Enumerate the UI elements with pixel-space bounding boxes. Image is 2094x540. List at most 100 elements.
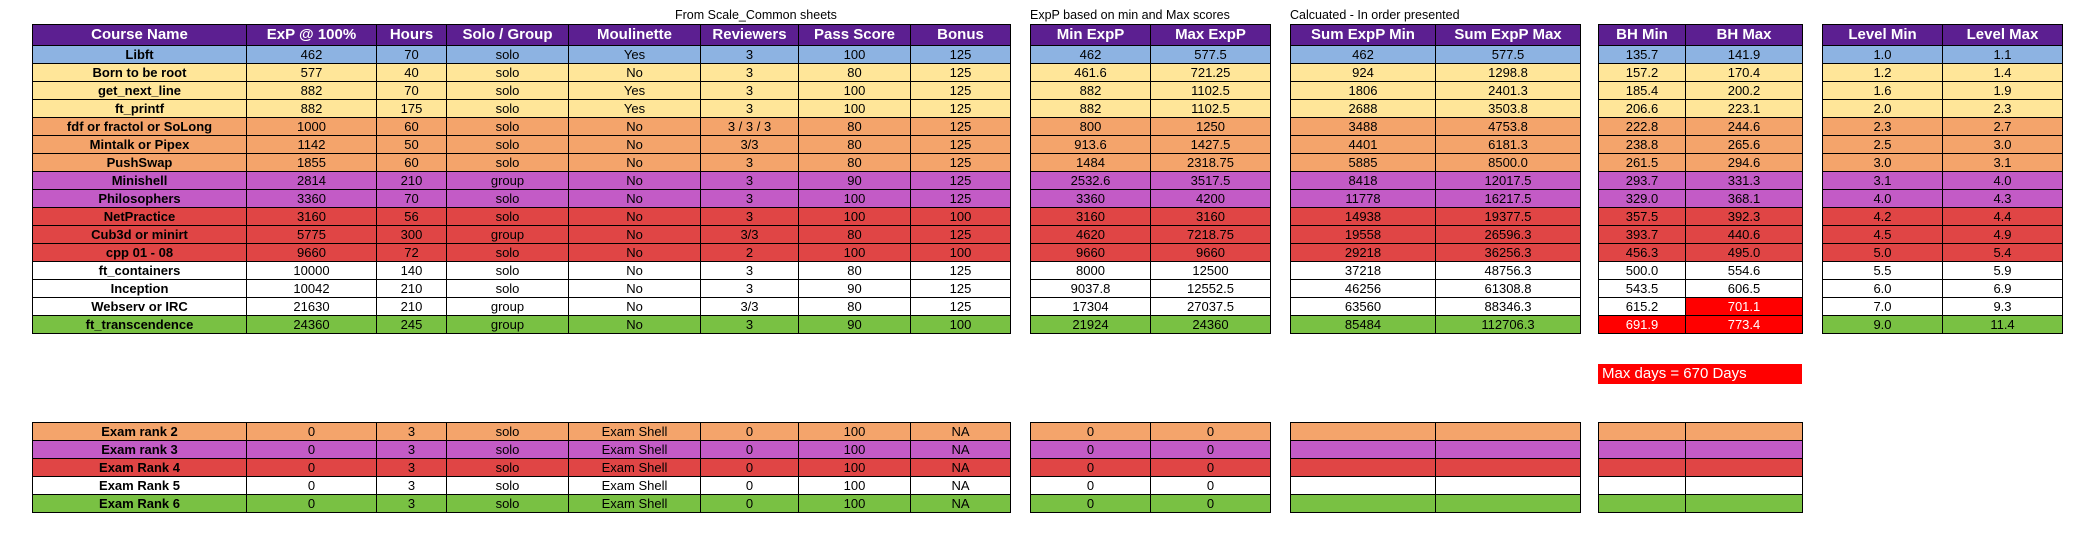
caption-from-scale: From Scale_Common sheets (675, 8, 837, 22)
table-cell: 0 (246, 458, 377, 477)
table-cell: 6.0 (1822, 279, 1943, 298)
table-cell (1435, 440, 1581, 459)
table-cell: 1427.5 (1150, 135, 1271, 154)
table-cell: 554.6 (1685, 261, 1803, 280)
table-cell: NA (910, 440, 1011, 459)
table-cell (1598, 476, 1686, 495)
table-cell: 1.1 (1942, 45, 2063, 64)
table-cell: 1855 (246, 153, 377, 172)
course-name-cell: NetPractice (32, 207, 247, 226)
table-cell: 8000 (1030, 261, 1151, 280)
table-cell: 3 (700, 261, 799, 280)
table-cell: 4.4 (1942, 207, 2063, 226)
caption-exp-based: ExpP based on min and Max scores (1030, 8, 1230, 22)
table-cell: 125 (910, 225, 1011, 244)
table-cell: solo (446, 63, 569, 82)
table-cell: Yes (568, 81, 701, 100)
table-cell (1598, 494, 1686, 513)
table-cell: 495.0 (1685, 243, 1803, 262)
table-cell (1435, 476, 1581, 495)
table-cell: 1102.5 (1150, 99, 1271, 118)
table-cell: 125 (910, 261, 1011, 280)
table-row (1598, 458, 1803, 477)
table-cell: Exam Shell (568, 458, 701, 477)
table-row: 2532.6 3517.5 (1030, 171, 1271, 190)
table-cell: 88346.3 (1435, 297, 1581, 316)
table-cell (1290, 440, 1436, 459)
table-cell: solo (446, 153, 569, 172)
table-cell: 100 (910, 315, 1011, 334)
column-header: Level Max (1942, 24, 2063, 46)
table-cell: 80 (798, 261, 911, 280)
table-cell (1598, 458, 1686, 477)
table-cell: 200.2 (1685, 81, 1803, 100)
table-cell: Exam Shell (568, 440, 701, 459)
table-cell: 0 (700, 494, 799, 513)
table-cell: Exam Shell (568, 476, 701, 495)
table-cell: 3/3 (700, 135, 799, 154)
table-cell: solo (446, 81, 569, 100)
table-cell: solo (446, 458, 569, 477)
table-cell: 2.5 (1822, 135, 1943, 154)
table-cell: 3 (700, 171, 799, 190)
table-cell: 462 (1290, 45, 1436, 64)
table-cell: group (446, 297, 569, 316)
table-cell: 3.0 (1942, 135, 2063, 154)
table-row: 157.2 170.4 (1598, 63, 1803, 82)
table-row: 329.0 368.1 (1598, 189, 1803, 208)
table-cell: 462 (246, 45, 377, 64)
table-row: Exam Rank 4 0 3 solo Exam Shell 0 100 NA (32, 458, 1011, 477)
bh-table: BH Min BH Max 135.7 141.9 157.2 170.4 185.4 200… (1598, 24, 1803, 334)
table-row: PushSwap 1855 60 solo No 3 80 125 (32, 153, 1011, 172)
table-cell: No (568, 207, 701, 226)
table-cell: 440.6 (1685, 225, 1803, 244)
table-row: 615.2 701.1 (1598, 297, 1803, 316)
table-cell: 100 (910, 207, 1011, 226)
table-row: 462 577.5 (1290, 45, 1581, 64)
table-row (1290, 440, 1581, 459)
table-row: 17304 27037.5 (1030, 297, 1271, 316)
table-cell: 3.0 (1822, 153, 1943, 172)
course-name-cell: Exam rank 3 (32, 440, 247, 459)
table-cell: 4200 (1150, 189, 1271, 208)
table-cell: 913.6 (1030, 135, 1151, 154)
table-cell: 60 (376, 117, 447, 136)
table-row: 2.5 3.0 (1822, 135, 2063, 154)
table-cell: 701.1 (1685, 297, 1803, 316)
table-cell: 5775 (246, 225, 377, 244)
table-cell: 9.3 (1942, 297, 2063, 316)
table-cell: 0 (1150, 494, 1271, 513)
table-row: 3.0 3.1 (1822, 153, 2063, 172)
table-cell: 2 (700, 243, 799, 262)
table-row (1598, 476, 1803, 495)
table-cell: No (568, 189, 701, 208)
table-row (1598, 494, 1803, 513)
table-cell: 80 (798, 63, 911, 82)
table-cell: No (568, 315, 701, 334)
table-cell: NA (910, 494, 1011, 513)
table-cell (1435, 458, 1581, 477)
table-row: 461.6 721.25 (1030, 63, 1271, 82)
table-row: 500.0 554.6 (1598, 261, 1803, 280)
table-cell: 2814 (246, 171, 377, 190)
table-cell: 210 (376, 297, 447, 316)
course-name-cell: ft_transcendence (32, 315, 247, 334)
course-name-cell: PushSwap (32, 153, 247, 172)
table-cell: 238.8 (1598, 135, 1686, 154)
table-cell: 1.9 (1942, 81, 2063, 100)
table-row: 29218 36256.3 (1290, 243, 1581, 262)
table-cell: 100 (798, 45, 911, 64)
table-cell: 1250 (1150, 117, 1271, 136)
table-cell: Yes (568, 45, 701, 64)
table-row: 3360 4200 (1030, 189, 1271, 208)
table-cell: 125 (910, 297, 1011, 316)
table-cell (1290, 476, 1436, 495)
table-cell: solo (446, 476, 569, 495)
table-cell: 543.5 (1598, 279, 1686, 298)
table-cell: No (568, 279, 701, 298)
table-cell: 882 (246, 81, 377, 100)
table-cell: 245 (376, 315, 447, 334)
table-cell: 125 (910, 189, 1011, 208)
